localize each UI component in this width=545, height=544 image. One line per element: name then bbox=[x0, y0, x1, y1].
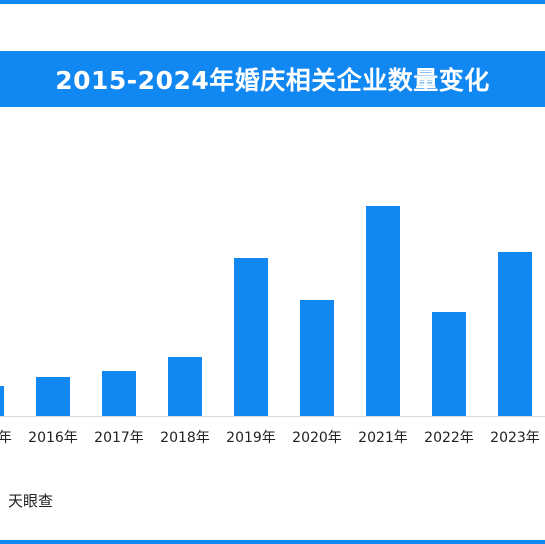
bar-2022年 bbox=[432, 312, 466, 416]
x-tick-label: 2020年 bbox=[292, 430, 342, 446]
x-tick-label: 2023年 bbox=[490, 430, 540, 446]
source-label: 天眼查 bbox=[8, 492, 54, 510]
x-tick-label: 2017年 bbox=[94, 430, 144, 446]
x-tick-label: 2015年 bbox=[0, 430, 12, 446]
x-tick-label: 2018年 bbox=[160, 430, 210, 446]
bar-2020年 bbox=[300, 300, 334, 416]
x-tick-label: 2019年 bbox=[226, 430, 276, 446]
chart-title: 2015-2024年婚庆相关企业数量变化 bbox=[0, 51, 545, 107]
bar-2023年 bbox=[498, 252, 532, 416]
bar-2016年 bbox=[36, 377, 70, 416]
x-tick-label: 2022年 bbox=[424, 430, 474, 446]
bottom-rule bbox=[0, 540, 545, 544]
bar-2017年 bbox=[102, 371, 136, 416]
bar-chart: 2015年 2016年 2017年 2018年 2019年 2020年 2021年 2022年… bbox=[0, 206, 545, 446]
x-tick-label: 2021年 bbox=[358, 430, 408, 446]
bar-2018年 bbox=[168, 357, 202, 416]
x-tick-label: 2016年 bbox=[28, 430, 78, 446]
bar-2019年 bbox=[234, 258, 268, 416]
bar-2015年 bbox=[0, 386, 4, 416]
bar-2021年 bbox=[366, 206, 400, 416]
top-rule bbox=[0, 0, 545, 4]
